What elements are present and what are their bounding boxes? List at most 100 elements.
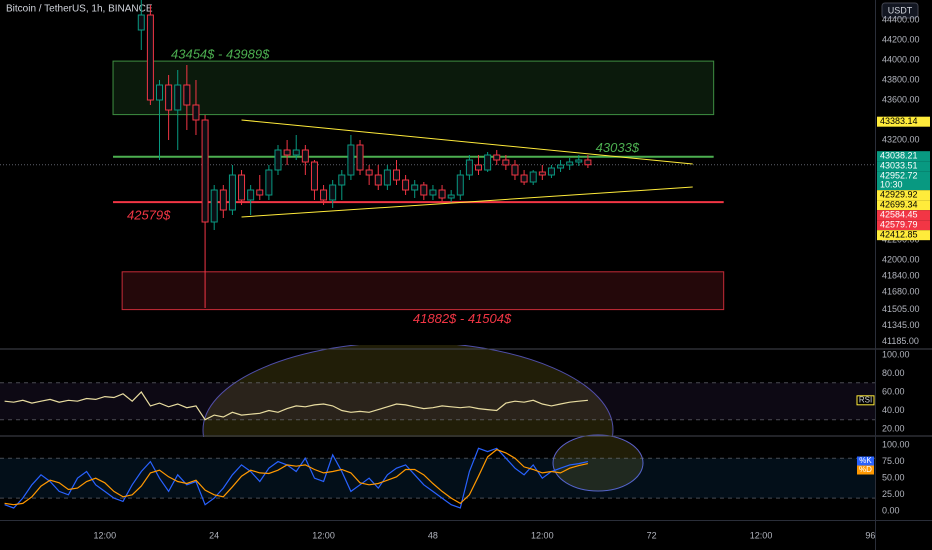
- candle-body: [566, 161, 574, 166]
- candle-body: [301, 149, 309, 163]
- candle-body: [283, 149, 291, 156]
- candle-body: [201, 119, 209, 223]
- candle-body: [420, 184, 428, 196]
- price-badge: [877, 116, 930, 127]
- candle-body: [365, 169, 373, 176]
- candle-body: [383, 169, 391, 186]
- pane: [0, 382, 875, 421]
- legend-badge: [856, 395, 875, 406]
- pane: 43454$ - 43989$ 41882$ - 41504$ 43033$ 4257…: [0, 0, 875, 326]
- candle-body: [156, 84, 164, 101]
- legend-label: RSI: [859, 395, 872, 404]
- candle-body: [274, 149, 282, 171]
- y-tick-label: 42000.00: [882, 254, 920, 264]
- y-tick-label: 20.00: [882, 423, 905, 433]
- price-badge: [877, 220, 930, 231]
- legend-badge: [857, 465, 874, 475]
- price-badge-label: 42412.85: [880, 230, 918, 240]
- y-tick-label: 60.00: [882, 386, 905, 396]
- price-badge-label: 42952.72: [880, 171, 918, 181]
- y-tick-label: 40.00: [882, 405, 905, 415]
- indicator-line: [4, 447, 589, 509]
- candle-body: [210, 189, 218, 223]
- indicator-line: [4, 448, 589, 506]
- candle-body: [247, 189, 255, 201]
- candle-body: [484, 154, 492, 171]
- candle-body: [511, 164, 519, 176]
- price-badge-label: 42699.34: [880, 200, 918, 210]
- candle-body: [347, 144, 355, 176]
- band-fill: [0, 382, 875, 420]
- legend-badge: [857, 456, 874, 466]
- y-tick-label: 44000.00: [882, 54, 920, 64]
- candle-body: [411, 184, 419, 191]
- trendline: [241, 186, 693, 218]
- candle-body: [174, 84, 182, 111]
- candle-body: [310, 161, 318, 191]
- price-badge: [877, 171, 930, 191]
- x-tick-label: 12:00: [312, 530, 335, 540]
- candle-body: [529, 171, 537, 183]
- pane: [0, 447, 875, 509]
- price-badge-label: 43383.14: [880, 116, 918, 126]
- candle-body: [575, 159, 583, 163]
- y-tick-label: 44200.00: [882, 34, 920, 44]
- y-tick-label: 100.00: [882, 349, 910, 359]
- y-tick-label: 43600.00: [882, 94, 920, 104]
- trendline: [241, 119, 693, 165]
- price-badge: [877, 151, 930, 162]
- candle-body: [146, 14, 154, 101]
- price-badge-label: 42929.92: [880, 190, 918, 200]
- price-badge: [877, 190, 930, 201]
- candle-body: [219, 189, 227, 211]
- legend-label: %K: [859, 456, 872, 465]
- y-tick-label: 41840.00: [882, 270, 920, 280]
- x-tick-label: 12:00: [750, 530, 773, 540]
- candle-body: [165, 84, 173, 111]
- candle-body: [520, 174, 528, 183]
- candle-body: [137, 14, 145, 31]
- candle-body: [338, 174, 346, 186]
- candle-body: [547, 167, 555, 176]
- currency-button[interactable]: [881, 2, 919, 19]
- candle-body: [465, 159, 473, 176]
- price-badge: [877, 161, 930, 172]
- zone-label: 41882$ - 41504$: [413, 311, 512, 326]
- zone-box: [121, 271, 725, 311]
- countdown-label: 10:30: [880, 180, 903, 190]
- y-tick-label: 44400.00: [882, 14, 920, 24]
- candle-body: [557, 164, 565, 169]
- x-tick-label: 12:00: [94, 530, 117, 540]
- candle-body: [447, 194, 455, 199]
- price-badge-label: 43038.21: [880, 151, 918, 161]
- level-label: 42579$: [127, 208, 171, 223]
- price-badge-label: 42579.79: [880, 220, 918, 230]
- candle-body: [292, 149, 300, 156]
- candle-body: [329, 184, 337, 201]
- y-tick-label: 75.00: [882, 456, 905, 466]
- candle-body: [392, 169, 400, 181]
- y-tick-label: 41680.00: [882, 286, 920, 296]
- zone-label: 43454$ - 43989$: [171, 47, 270, 62]
- x-tick-label: 96: [865, 530, 875, 540]
- candle-body: [438, 189, 446, 199]
- symbol-title: Bitcoin / TetherUS, 1h, BINANCE: [6, 4, 153, 15]
- x-tick-label: 24: [209, 530, 219, 540]
- candle-body: [320, 189, 328, 201]
- y-tick-label: 50.00: [882, 473, 905, 483]
- candle-body: [493, 154, 501, 161]
- level-label: 43033$: [596, 140, 640, 155]
- candle-body: [265, 169, 273, 196]
- candle-body: [238, 174, 246, 201]
- highlight-circle: [552, 434, 644, 492]
- price-badge-label: 43033.51: [880, 161, 918, 171]
- candle-body: [402, 179, 410, 191]
- indicator-line: [4, 391, 588, 421]
- y-tick-label: 41185.00: [882, 336, 919, 346]
- band-fill: [0, 458, 875, 499]
- currency-label: USDT: [888, 5, 913, 15]
- price-badge-label: 42584.45: [880, 210, 918, 220]
- x-tick-label: 48: [428, 530, 438, 540]
- x-tick-label: 12:00: [531, 530, 554, 540]
